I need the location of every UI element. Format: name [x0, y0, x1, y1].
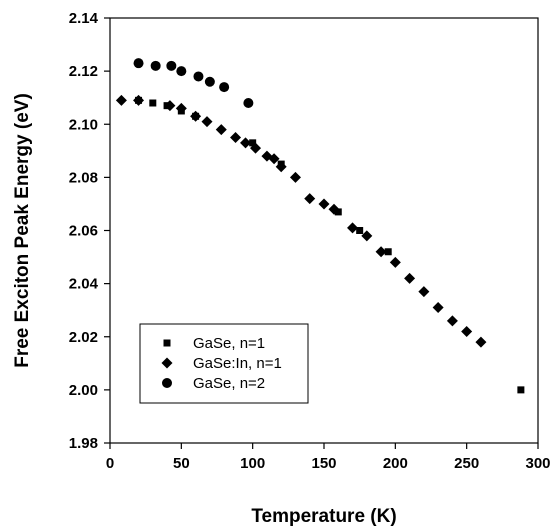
data-point-circle — [133, 58, 144, 69]
y-tick-label: 2.12 — [69, 63, 98, 80]
legend-marker-square — [163, 339, 171, 347]
data-point-diamond — [375, 246, 387, 258]
data-point-diamond — [347, 222, 359, 234]
data-point-diamond — [115, 94, 127, 106]
x-tick-label: 100 — [240, 455, 265, 472]
y-tick-label: 2.06 — [69, 223, 98, 240]
data-point-diamond — [164, 100, 176, 112]
legend-marker-circle — [162, 378, 172, 388]
data-point-diamond — [318, 198, 330, 210]
x-axis-title: Temperature (K) — [251, 506, 396, 527]
x-tick-label: 200 — [383, 455, 408, 472]
y-tick-label: 1.98 — [69, 435, 98, 452]
data-points — [115, 58, 525, 394]
x-tick-label: 50 — [173, 455, 190, 472]
data-point-diamond — [475, 336, 487, 348]
data-point-diamond — [201, 116, 213, 128]
series-circle — [133, 58, 254, 108]
legend: GaSe, n=1 GaSe:In, n=1 GaSe, n=2 — [139, 323, 309, 404]
data-point-diamond — [304, 193, 316, 205]
data-point-circle — [204, 76, 215, 87]
data-point-circle — [193, 71, 204, 82]
legend-label: GaSe, n=2 — [193, 375, 265, 392]
legend-label: GaSe, n=1 — [193, 335, 265, 352]
legend-entry: GaSe, n=1 — [163, 335, 265, 352]
data-point-diamond — [250, 142, 262, 154]
data-point-circle — [166, 60, 177, 71]
y-tick-label: 2.00 — [69, 382, 98, 399]
data-point-square — [149, 99, 157, 107]
data-point-diamond — [328, 203, 340, 215]
data-point-diamond — [389, 256, 401, 268]
y-tick-label: 2.08 — [69, 169, 98, 186]
data-point-circle — [176, 66, 187, 77]
data-point-diamond — [175, 102, 187, 114]
data-point-diamond — [432, 302, 444, 314]
legend-label: GaSe:In, n=1 — [193, 355, 282, 372]
data-point-square — [356, 227, 364, 234]
data-point-square — [517, 386, 525, 394]
data-point-diamond — [275, 161, 287, 173]
data-point-diamond — [240, 137, 252, 149]
data-point-diamond — [190, 110, 202, 122]
axis-ticks: 0 50 100 150 200 250 300 1.98 2.00 2.02 2.04 2.06 2.… — [69, 10, 551, 472]
y-tick-label: 2.10 — [69, 116, 98, 133]
x-tick-label: 150 — [311, 455, 336, 472]
x-tick-label: 300 — [525, 455, 550, 472]
legend-marker-diamond — [161, 357, 173, 369]
data-point-circle — [150, 60, 161, 71]
x-tick-label: 0 — [106, 455, 114, 472]
data-point-diamond — [215, 124, 227, 136]
x-tick-label: 250 — [454, 455, 479, 472]
data-point-diamond — [418, 286, 430, 298]
data-point-circle — [243, 98, 254, 108]
legend-entry: GaSe, n=2 — [162, 375, 265, 392]
y-tick-label: 2.14 — [69, 10, 99, 27]
data-point-diamond — [361, 230, 373, 242]
data-point-diamond — [404, 272, 416, 284]
data-point-diamond — [133, 94, 145, 106]
data-point-square — [384, 248, 392, 256]
data-point-diamond — [268, 153, 280, 165]
legend-entry: GaSe:In, n=1 — [161, 355, 282, 372]
data-point-diamond — [461, 325, 473, 337]
data-point-square — [334, 208, 342, 216]
series-diamond — [115, 94, 487, 348]
y-tick-label: 2.02 — [69, 329, 98, 346]
data-point-diamond — [230, 132, 242, 144]
data-point-square — [249, 139, 257, 147]
legend-items: GaSe, n=1 GaSe:In, n=1 GaSe, n=2 — [161, 335, 282, 392]
y-axis-title: Free Exciton Peak Energy (eV) — [12, 93, 33, 368]
data-point-circle — [219, 82, 230, 93]
y-tick-label: 2.04 — [69, 276, 99, 293]
data-point-diamond — [446, 315, 458, 327]
data-point-diamond — [289, 171, 301, 183]
